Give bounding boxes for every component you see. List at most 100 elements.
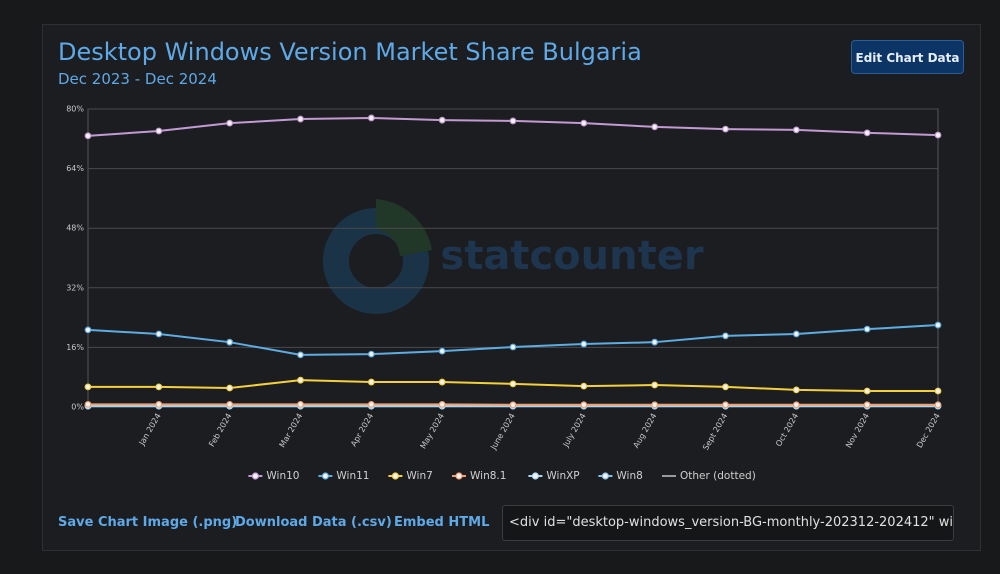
data-point (863, 325, 871, 333)
data-point (509, 380, 517, 388)
legend-item[interactable]: WinXP (528, 470, 580, 482)
data-point (580, 382, 588, 390)
data-point (155, 383, 163, 391)
legend-label: WinXP (546, 470, 579, 482)
data-point (792, 401, 800, 409)
data-point (155, 330, 163, 338)
data-point (297, 115, 304, 123)
y-tick-label: 16% (66, 343, 84, 352)
data-point (226, 384, 234, 392)
x-tick-label: Nov 2024 (844, 412, 871, 450)
legend-label: Win8.1 (470, 470, 506, 482)
data-point (580, 119, 588, 127)
legend-item[interactable]: Win11 (318, 470, 369, 482)
edit-button[interactable]: Edit Chart Data (851, 40, 964, 74)
data-point (84, 326, 92, 334)
y-tick-label: 48% (66, 224, 84, 233)
data-point (367, 378, 375, 386)
data-point (438, 347, 446, 355)
embed-link[interactable]: Embed HTML (394, 515, 490, 530)
data-point (722, 401, 729, 409)
x-tick-label: Feb 2024 (207, 412, 233, 449)
x-tick-label: Apr 2024 (349, 412, 375, 448)
x-tick-label: Mar 2024 (278, 412, 305, 449)
x-tick-label: Jan 2024 (137, 412, 163, 448)
data-point (792, 330, 800, 338)
data-point (722, 125, 729, 133)
data-point (863, 401, 871, 409)
x-tick-label: Oct 2024 (774, 412, 800, 448)
watermark-logo (323, 199, 432, 314)
data-point (438, 400, 446, 408)
data-point (297, 376, 304, 384)
download-link[interactable]: Download Data (.csv) (235, 515, 392, 530)
data-point (84, 383, 92, 391)
legend-marker (391, 472, 399, 480)
x-tick-label: June 2024 (488, 412, 516, 452)
data-point (934, 321, 942, 329)
data-point (934, 401, 942, 409)
embed-code[interactable]: <div id="desktop-windows_version-BG-mont… (502, 505, 954, 541)
data-point (651, 338, 659, 346)
legend-label: Other (dotted) (680, 470, 756, 482)
data-point (367, 114, 375, 122)
x-tick-label: Aug 2024 (632, 412, 659, 450)
x-tick-label: May 2024 (419, 412, 447, 451)
data-point (580, 401, 588, 409)
legend-marker (601, 472, 610, 480)
chart-subtitle: Dec 2023 - Dec 2024 (58, 70, 217, 88)
data-point (155, 400, 163, 408)
legend-label: Win7 (406, 470, 432, 482)
legend-marker (251, 472, 259, 480)
y-tick-label: 64% (66, 164, 84, 173)
data-point (297, 351, 304, 359)
data-point (226, 119, 234, 127)
data-point (84, 132, 92, 140)
data-point (509, 117, 517, 125)
data-point (155, 127, 163, 135)
save-image-link[interactable]: Save Chart Image (.png) (58, 515, 238, 530)
legend-item[interactable]: Win8.1 (452, 470, 506, 482)
watermark: statcounter (440, 233, 703, 279)
legend-item[interactable]: Win8 (598, 470, 643, 482)
data-point (722, 383, 729, 391)
legend-label: Win11 (336, 470, 369, 482)
y-tick-label: 32% (66, 283, 84, 292)
data-point (367, 350, 375, 358)
data-point (863, 129, 871, 137)
legend-label: Win8 (616, 470, 642, 482)
data-point (84, 400, 92, 408)
legend-marker (531, 472, 540, 480)
data-point (438, 378, 446, 386)
data-point (580, 340, 588, 348)
y-tick-label: 80% (66, 105, 84, 114)
data-point (226, 338, 234, 346)
data-point (651, 123, 659, 131)
data-point (367, 400, 375, 408)
data-point (792, 126, 800, 134)
data-point (297, 400, 304, 408)
legend-item[interactable]: Win7 (388, 470, 433, 482)
data-point (792, 386, 800, 394)
data-point (934, 387, 942, 395)
data-point (863, 387, 871, 395)
legend-item[interactable]: Other (dotted) (662, 470, 756, 482)
x-tick-label: Dec 2024 (915, 412, 942, 450)
data-point (509, 343, 517, 351)
legend-item[interactable]: Win10 (248, 470, 299, 482)
legend-marker (321, 472, 329, 480)
legend-label: Win10 (266, 470, 299, 482)
data-point (651, 381, 659, 389)
chart: statcounter 0% 16% 32% 48% 64% 80% Jan 2024 Feb… (66, 105, 942, 483)
data-point (651, 401, 659, 409)
data-point (438, 116, 446, 124)
legend-marker (455, 472, 463, 480)
x-tick-label: Sept 2024 (701, 412, 729, 452)
x-tick-label: July 2024 (561, 412, 588, 450)
data-point (509, 401, 517, 409)
data-point (226, 400, 234, 408)
data-point (934, 131, 942, 139)
y-tick-label: 0% (71, 403, 84, 412)
data-point (722, 332, 729, 340)
